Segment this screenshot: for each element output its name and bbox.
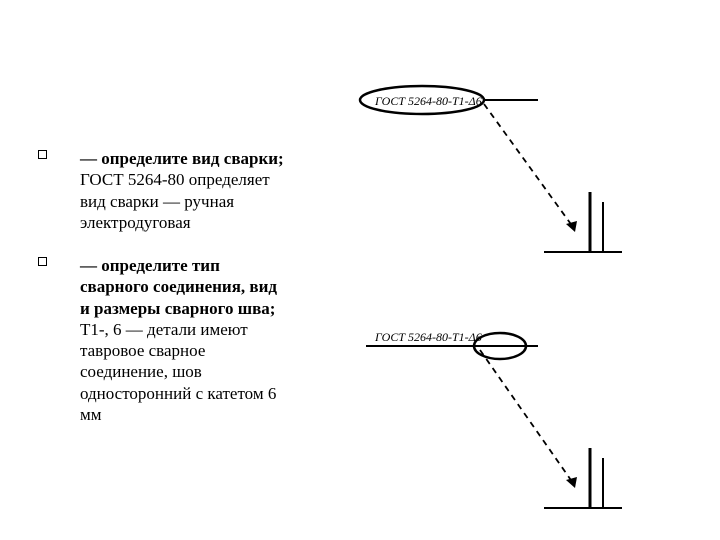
leader-dashed	[480, 350, 573, 483]
welding-svg: ГОСТ 5264-80-Т1-Δ6	[330, 74, 630, 264]
item-bold-lead: — определите вид сварки;	[80, 149, 284, 168]
gost-label: ГОСТ 5264-80-Т1-Δ6	[374, 94, 482, 108]
item-bold-lead: — определите тип сварного соединения, ви…	[80, 256, 277, 318]
list-item: — определите тип сварного соединения, ви…	[38, 255, 290, 425]
welding-diagram-bottom: ГОСТ 5264-80-Т1-Δ6	[330, 320, 630, 520]
square-bullet-icon	[38, 150, 47, 159]
arrow-head-icon	[566, 221, 577, 232]
welding-svg: ГОСТ 5264-80-Т1-Δ6	[330, 320, 630, 520]
leader-dashed	[484, 104, 573, 227]
page: — определите вид сварки; ГОСТ 5264-80 оп…	[0, 0, 720, 540]
gost-label: ГОСТ 5264-80-Т1-Δ6	[374, 330, 482, 344]
text-column: — определите вид сварки; ГОСТ 5264-80 оп…	[38, 148, 290, 447]
arrow-head-icon	[566, 477, 577, 488]
item-rest: Т1-, 6 — детали имеют тавровое сварное с…	[80, 320, 276, 424]
item-rest: ГОСТ 5264-80 определяет вид сварки — руч…	[80, 170, 270, 232]
welding-diagram-top: ГОСТ 5264-80-Т1-Δ6	[330, 74, 630, 264]
bullet-list: — определите вид сварки; ГОСТ 5264-80 оп…	[38, 148, 290, 425]
list-item: — определите вид сварки; ГОСТ 5264-80 оп…	[38, 148, 290, 233]
square-bullet-icon	[38, 257, 47, 266]
